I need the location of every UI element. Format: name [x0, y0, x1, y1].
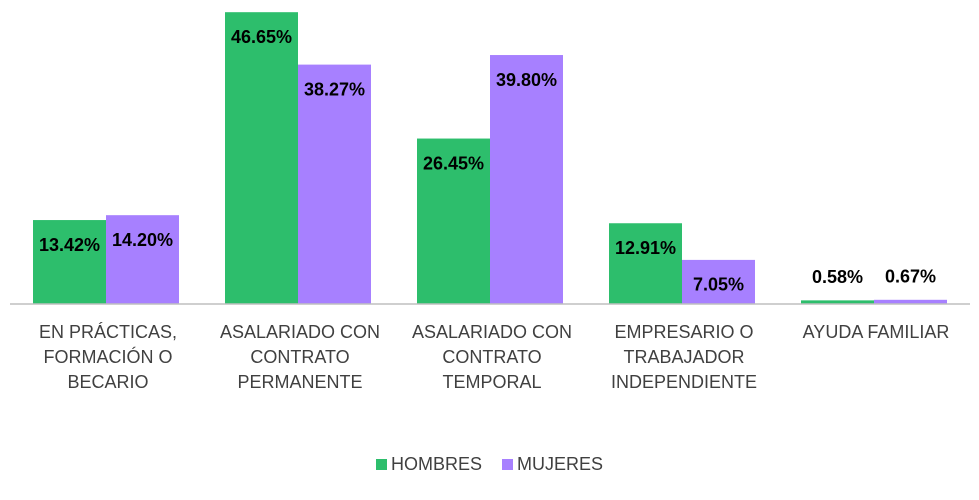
data-label: 38.27%: [304, 79, 365, 99]
bar: [682, 259, 755, 304]
x-tick-label: EMPRESARIO O TRABAJADOR INDEPENDIENTE: [610, 322, 758, 392]
data-label: 0.67%: [885, 267, 936, 287]
legend: HOMBRES MUJERES: [0, 454, 979, 475]
data-label: 46.65%: [231, 27, 292, 47]
bar: [33, 220, 106, 304]
data-label: 39.80%: [496, 70, 557, 90]
bar: [225, 12, 298, 304]
bar: [298, 64, 371, 304]
legend-item: MUJERES: [502, 454, 603, 475]
bar: [106, 215, 179, 304]
data-label: 12.91%: [615, 238, 676, 258]
x-tick-label: ASALARIADO CON CONTRATO TEMPORAL: [411, 322, 573, 392]
legend-item: HOMBRES: [375, 454, 482, 475]
bar: [874, 299, 947, 304]
bar: [609, 223, 682, 304]
legend-swatch: [502, 459, 513, 470]
x-tick-label: EN PRÁCTICAS, FORMACIÓN O BECARIO: [38, 322, 178, 392]
bar: [801, 300, 874, 304]
legend-label: HOMBRES: [390, 454, 482, 474]
x-tick-label: ASALARIADO CON CONTRATO PERMANENTE: [219, 322, 381, 392]
data-label: 7.05%: [693, 275, 744, 295]
legend-label: MUJERES: [517, 454, 604, 474]
bar: [490, 55, 563, 304]
x-tick-label: AYUDA FAMILIAR: [802, 322, 950, 342]
data-label: 14.20%: [112, 230, 173, 250]
legend-swatch: [375, 459, 387, 470]
bar: [417, 138, 490, 304]
data-label: 0.58%: [812, 267, 863, 287]
data-label: 13.42%: [39, 235, 100, 255]
data-label: 26.45%: [423, 153, 484, 173]
